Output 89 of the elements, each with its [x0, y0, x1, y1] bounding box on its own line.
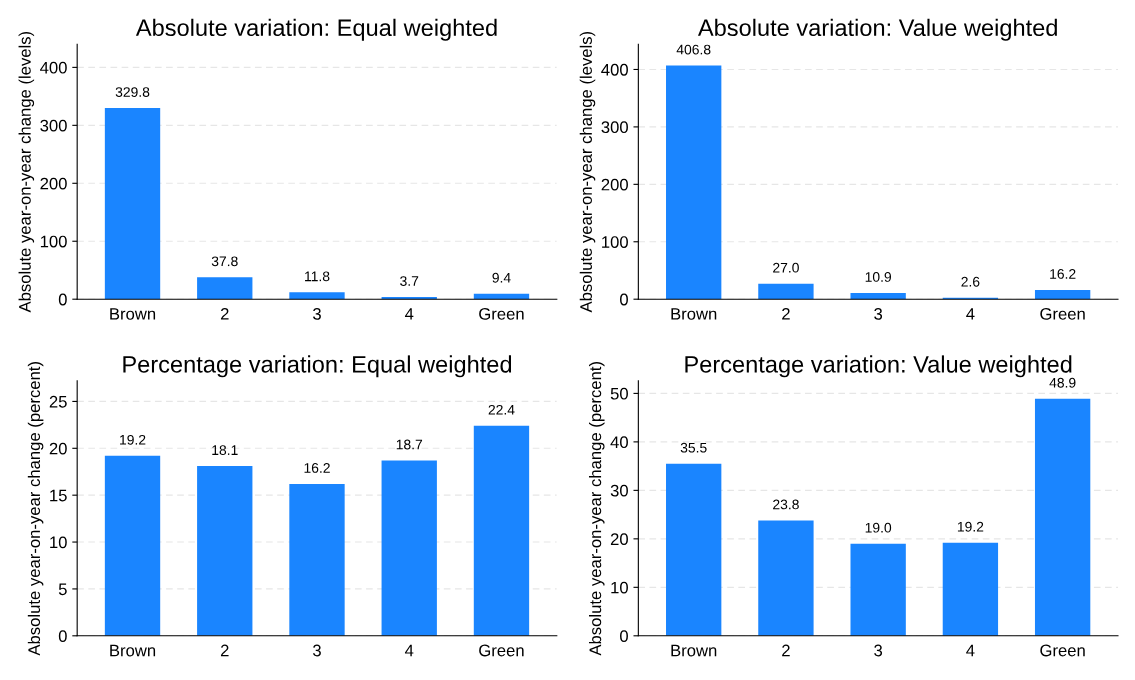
x-tick-label: 4 — [404, 308, 414, 320]
bar — [758, 283, 814, 300]
x-tick-label: 2 — [220, 307, 229, 320]
x-tick-label: Brown — [671, 308, 717, 320]
x-tick-label: 3 — [313, 644, 321, 657]
chart-title: Percentage variation: Value weighted — [685, 355, 1072, 378]
data-label: 10.9 — [865, 272, 892, 282]
x-tick-label: 2 — [782, 307, 790, 320]
chart-title: Absolute variation: Equal weighted — [135, 18, 497, 41]
y-tick-label: 0 — [620, 293, 628, 306]
data-label: 22.4 — [488, 404, 515, 415]
data-label: 2.6 — [961, 276, 980, 287]
bar — [381, 460, 437, 636]
y-axis-title: Absolute year-on-year change (percent) — [589, 362, 605, 656]
x-tick-label: 4 — [404, 644, 414, 657]
bar — [850, 543, 906, 636]
bar — [289, 292, 345, 300]
chart-title: Absolute variation: Value weighted — [697, 18, 1057, 41]
data-label: 406.8 — [676, 44, 711, 55]
x-tick-label: 2 — [220, 644, 229, 657]
y-tick-label: 100 — [602, 236, 628, 248]
y-tick-label: 100 — [40, 235, 67, 248]
bar — [197, 277, 253, 300]
x-tick-label: Green — [1040, 307, 1085, 320]
chart-title: Percentage variation: Equal weighted — [123, 355, 512, 378]
y-tick-label: 400 — [601, 63, 628, 76]
bar — [197, 466, 253, 636]
x-tick-label: 2 — [782, 644, 790, 657]
y-tick-label: 200 — [40, 177, 67, 190]
bar — [1034, 398, 1091, 636]
x-tick-label: 4 — [966, 308, 975, 320]
y-tick-label: 20 — [49, 442, 67, 455]
data-label: 329.8 — [115, 87, 150, 97]
data-label: 27.0 — [773, 262, 799, 273]
y-tick-label: 25 — [49, 395, 67, 408]
y-tick-label: 400 — [40, 61, 67, 74]
data-label: 3.7 — [400, 276, 419, 286]
data-label: 23.8 — [773, 499, 799, 510]
y-tick-label: 300 — [40, 119, 67, 132]
y-axis-title: Absolute year-on-year change (levels) — [579, 31, 596, 313]
y-tick-label: 0 — [58, 630, 67, 642]
y-tick-label: 0 — [58, 293, 67, 306]
y-tick-label: 0 — [620, 630, 628, 642]
x-tick-label: Green — [479, 644, 524, 657]
y-tick-label: 30 — [610, 484, 628, 497]
y-tick-label: 40 — [610, 436, 628, 449]
bar — [666, 65, 722, 300]
x-tick-label: Green — [479, 307, 524, 320]
data-label: 48.9 — [1049, 377, 1076, 388]
x-tick-label: 3 — [313, 307, 321, 320]
y-tick-label: 10 — [611, 581, 628, 594]
data-label: 19.2 — [957, 521, 984, 532]
x-tick-label: Green — [1040, 644, 1085, 657]
bar — [104, 108, 161, 300]
y-axis-title: Absolute year-on-year change (levels) — [18, 31, 35, 313]
y-axis-title: Absolute year-on-year change (percent) — [27, 362, 44, 656]
bar — [758, 520, 814, 636]
bar — [666, 463, 722, 636]
data-label: 18.1 — [212, 445, 238, 456]
data-label: 18.7 — [396, 439, 423, 450]
bar — [1034, 289, 1091, 300]
y-tick-label: 10 — [50, 536, 67, 549]
data-label: 37.8 — [211, 256, 238, 267]
bar — [473, 425, 530, 636]
data-label: 11.8 — [305, 271, 330, 282]
y-tick-label: 20 — [610, 533, 628, 546]
data-label: 19.2 — [120, 434, 146, 445]
x-tick-label: Brown — [110, 644, 156, 657]
x-tick-label: Brown — [110, 308, 156, 320]
x-tick-label: 3 — [874, 644, 883, 657]
y-tick-label: 15 — [50, 489, 67, 502]
data-label: 16.2 — [304, 463, 330, 473]
data-label: 35.5 — [680, 442, 707, 453]
y-tick-label: 50 — [610, 387, 628, 400]
x-tick-label: 3 — [874, 307, 883, 320]
bar — [381, 297, 437, 300]
bar — [289, 483, 345, 636]
x-tick-label: Brown — [671, 644, 717, 657]
bar — [473, 293, 530, 300]
y-tick-label: 5 — [58, 583, 67, 596]
bar — [104, 455, 161, 636]
y-tick-label: 300 — [601, 121, 628, 134]
data-label: 19.0 — [865, 522, 892, 533]
y-tick-label: 200 — [601, 178, 628, 191]
data-label: 16.2 — [1050, 268, 1076, 279]
x-tick-label: 4 — [966, 644, 975, 657]
bar — [850, 292, 906, 300]
data-label: 9.4 — [492, 272, 511, 283]
bar — [942, 542, 999, 636]
